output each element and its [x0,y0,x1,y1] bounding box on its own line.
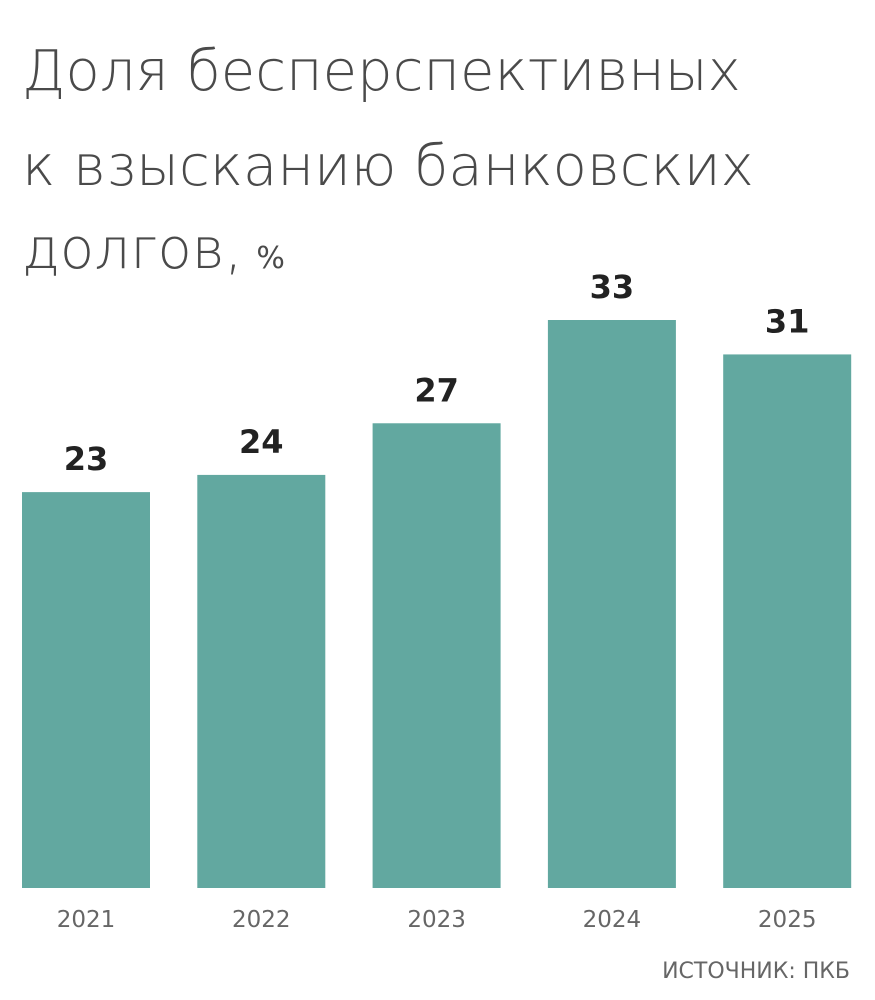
value-label: 27 [414,371,459,409]
value-label: 33 [590,268,635,306]
value-label: 24 [239,423,284,461]
unit: % [256,241,285,276]
chart-title: Доля бесперспективных [22,39,741,104]
x-tick-label: 2025 [758,907,817,933]
bar [22,492,150,888]
chart-title: к взысканию банковских [22,134,754,199]
source: ИСТОЧНИК: ПКБ [662,959,850,984]
chart-title: долгов, [22,217,242,282]
x-tick-label: 2022 [232,907,291,933]
x-tick-label: 2021 [57,907,116,933]
x-tick-label: 2024 [583,907,642,933]
value-label: 31 [765,302,810,340]
bar [197,474,326,888]
bar [547,320,676,888]
value-label: 23 [64,440,109,478]
bar [372,423,501,888]
bar [723,354,852,888]
x-tick-label: 2023 [407,907,466,933]
